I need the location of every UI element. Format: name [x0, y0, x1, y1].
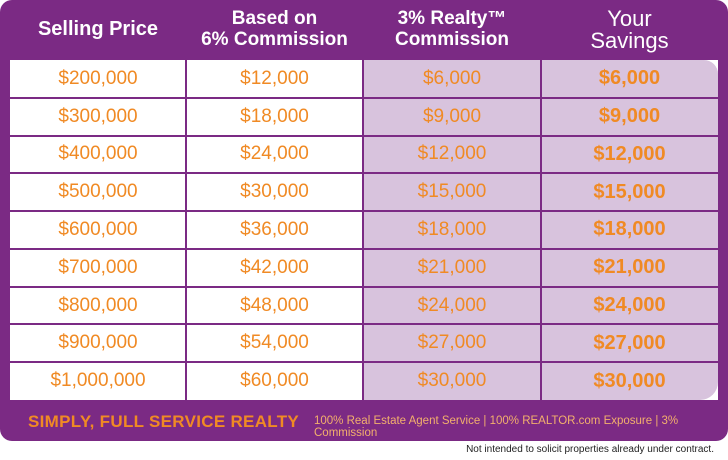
six-percent-cell: $30,000: [240, 181, 309, 203]
row-divider: [10, 134, 718, 137]
three-percent-cell: $24,000: [417, 294, 487, 316]
column-divider: [540, 60, 542, 400]
row-divider: [10, 285, 718, 288]
six-percent-cell: $42,000: [240, 256, 309, 278]
three-percent-cell: $12,000: [417, 143, 487, 165]
price-cell: $600,000: [58, 218, 138, 240]
table-row: $700,000 $42,000 $21,000 $21,000: [10, 249, 718, 287]
price-cell: $900,000: [58, 332, 138, 354]
three-percent-cell: $9,000: [422, 105, 482, 127]
three-percent-cell: $15,000: [417, 181, 487, 203]
column-divider: [185, 60, 187, 400]
table-header: Selling Price Based on 6% Commission 3% …: [0, 0, 728, 60]
header-your-savings: Your Savings: [590, 6, 669, 53]
three-percent-cell: $6,000: [422, 67, 482, 89]
six-percent-cell: $54,000: [240, 332, 309, 354]
column-divider: [362, 60, 364, 400]
disclaimer: Not intended to solicit properties alrea…: [466, 444, 714, 455]
tagline: SIMPLY, FULL SERVICE REALTY: [28, 412, 300, 431]
price-cell: $200,000: [58, 67, 138, 89]
price-cell: $800,000: [58, 294, 138, 316]
savings-cell: $18,000: [593, 218, 666, 241]
savings-cell: $12,000: [593, 142, 666, 165]
table-row: $300,000 $18,000 $9,000 $9,000: [10, 98, 718, 136]
features-line: 100% Real Estate Agent Service | 100% RE…: [314, 415, 679, 439]
row-divider: [10, 210, 718, 213]
six-percent-cell: $60,000: [240, 370, 309, 392]
table-body: $200,000 $12,000 $6,000 $6,000 $300,000 $18,0…: [10, 60, 718, 400]
table-row: $1,000,000 $60,000 $30,000 $30,000: [10, 362, 718, 400]
header-six-percent: Based on 6% Commission: [201, 8, 348, 50]
header-selling-price: Selling Price: [37, 18, 159, 41]
table-row: $400,000 $24,000 $12,000 $12,000: [10, 136, 718, 174]
table-row: $200,000 $12,000 $6,000 $6,000: [10, 60, 718, 98]
savings-cell: $21,000: [593, 256, 666, 279]
table-row: $600,000 $36,000 $18,000 $18,000: [10, 211, 718, 249]
three-percent-cell: $21,000: [417, 256, 487, 278]
three-percent-cell: $18,000: [417, 218, 487, 240]
row-divider: [10, 96, 718, 99]
six-percent-cell: $12,000: [240, 67, 309, 89]
savings-cell: $15,000: [593, 180, 666, 203]
row-divider: [10, 323, 718, 326]
table-row: $900,000 $54,000 $27,000 $27,000: [10, 324, 718, 362]
row-divider: [10, 172, 718, 175]
table-row: $500,000 $30,000 $15,000 $15,000: [10, 173, 718, 211]
six-percent-cell: $48,000: [240, 294, 309, 316]
price-cell: $1,000,000: [50, 370, 146, 392]
price-cell: $400,000: [58, 143, 138, 165]
six-percent-cell: $36,000: [240, 218, 309, 240]
table-row: $800,000 $48,000 $24,000 $24,000: [10, 287, 718, 325]
price-cell: $700,000: [58, 256, 138, 278]
six-percent-cell: $18,000: [240, 105, 309, 127]
three-percent-cell: $30,000: [417, 370, 487, 392]
row-divider: [10, 247, 718, 250]
savings-cell: $9,000: [598, 105, 661, 128]
three-percent-cell: $27,000: [417, 332, 487, 354]
footer-bar: SIMPLY, FULL SERVICE REALTY 100% Real Es…: [0, 400, 728, 441]
savings-cell: $6,000: [598, 67, 661, 90]
price-cell: $300,000: [58, 105, 138, 127]
price-cell: $500,000: [58, 181, 138, 203]
row-divider: [10, 361, 718, 364]
commission-table-card: Selling Price Based on 6% Commission 3% …: [0, 0, 728, 441]
header-three-percent: 3% Realty™ Commission: [394, 8, 510, 50]
savings-cell: $30,000: [593, 369, 666, 392]
savings-cell: $27,000: [593, 331, 666, 354]
six-percent-cell: $24,000: [240, 143, 309, 165]
savings-cell: $24,000: [593, 294, 666, 317]
